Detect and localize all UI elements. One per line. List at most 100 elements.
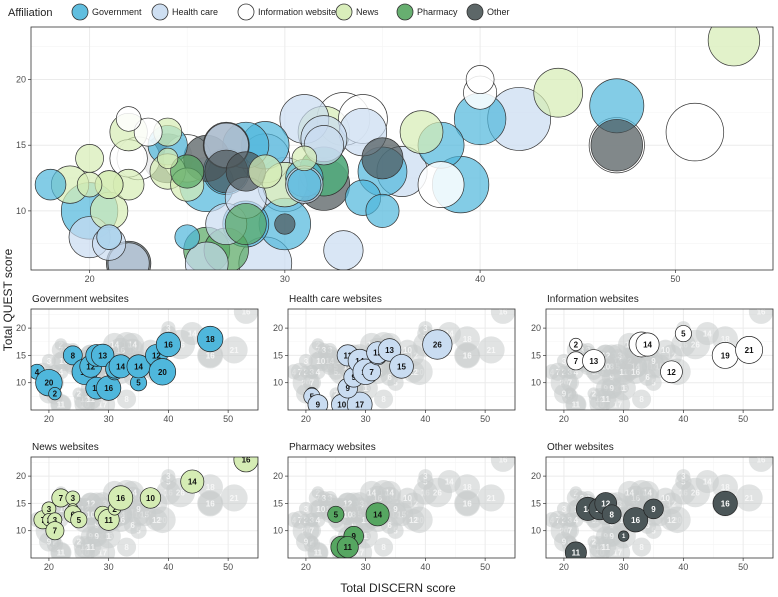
background-bubble-label: 16: [757, 456, 766, 465]
legend: Affiliation Government Health care Informat…: [8, 3, 510, 21]
highlight-bubble-label: 8: [71, 351, 76, 360]
background-bubble-label: 8: [639, 543, 644, 552]
main-bubble-information-website: [465, 65, 495, 94]
background-bubble: [455, 491, 480, 516]
background-bubble-label: 17: [613, 401, 622, 410]
background-bubble: [632, 389, 652, 409]
background-bubble: [638, 368, 657, 386]
background-bubble-label: 4: [574, 368, 579, 377]
highlight-bubble: [233, 457, 258, 473]
background-bubble-label: 18: [206, 483, 215, 492]
small-multiples: Government websites203040501015204202818…: [16, 294, 774, 572]
panel-border: [545, 308, 774, 411]
background-bubble-label: 14: [128, 340, 137, 349]
background-bubble-label: 12: [409, 516, 418, 525]
y-tick-label: 15: [16, 498, 26, 508]
highlight-bubbles: 271317141251921: [566, 325, 763, 384]
background-bubble-label: 12: [152, 516, 161, 525]
highlight-bubble: [623, 507, 649, 533]
legend-label-4: Pharmacy: [417, 7, 458, 17]
background-bubble-label: 10: [403, 346, 412, 355]
background-bubble: [490, 309, 515, 324]
main-bubble-pharmacy: [224, 203, 267, 245]
x-tick-label: 50: [738, 414, 748, 424]
background-bubble-label: 1: [363, 384, 368, 393]
main-bubble-news: [291, 145, 318, 172]
highlight-bubble-label: 9: [346, 384, 351, 393]
background-bubble-label: 11: [57, 549, 66, 558]
background-bubble-label: 18: [463, 483, 472, 492]
background-bubble-label: 4: [574, 516, 579, 525]
background-bubble: [587, 387, 601, 400]
background-bubble-label: 16: [463, 499, 472, 508]
main-bubble-news: [707, 27, 761, 67]
highlight-bubble-label: 2: [53, 390, 58, 399]
highlight-bubble: [422, 329, 453, 360]
y-tick-label: 15: [531, 498, 541, 508]
background-bubble-label: 8: [124, 395, 129, 404]
highlight-bubble-label: 5: [334, 510, 339, 519]
background-bubble-label: 26: [433, 488, 442, 497]
background-bubble-label: 2: [77, 538, 82, 547]
y-axis-title: Total QUEST score: [1, 248, 15, 351]
background-bubble: [117, 537, 137, 557]
background-bubble: [360, 382, 371, 394]
highlight-bubble-label: 1: [622, 534, 626, 540]
main-bubble-information-website: [115, 106, 142, 132]
background-bubble-label: 12: [601, 351, 610, 360]
background-bubble: [310, 512, 326, 528]
background-bubble-label: 16: [499, 308, 508, 317]
y-tick-label: 10: [531, 378, 541, 388]
background-bubble-label: 4: [316, 368, 321, 377]
background-bubble-label: 11: [87, 543, 96, 552]
highlight-bubble-label: 12: [601, 499, 610, 508]
x-tick-label: 20: [44, 414, 54, 424]
background-bubble-label: 9: [351, 521, 356, 530]
panel-border: [30, 308, 259, 411]
highlight-bubble-label: 14: [373, 510, 382, 519]
legend-label-2: Information website: [258, 7, 336, 17]
x-tick-label: 40: [678, 562, 688, 572]
highlight-bubble: [365, 502, 390, 527]
highlight-bubble-label: 14: [188, 478, 197, 487]
background-bubble: [198, 491, 223, 516]
y-tick-label: 15: [273, 498, 283, 508]
y-tick-label: 20: [16, 471, 26, 481]
panel-border: [545, 456, 774, 559]
main-bubbles: [34, 27, 761, 270]
highlight-bubble-label: 9: [351, 532, 356, 541]
main-bubble-news: [533, 67, 584, 118]
background-bubble-label: 14: [703, 478, 712, 487]
x-tick-label: 40: [420, 562, 430, 572]
background-bubble: [735, 484, 763, 512]
x-tick-label: 40: [163, 562, 173, 572]
background-bubble: [477, 336, 505, 364]
main-bubble-news: [76, 171, 103, 198]
background-bubble-label: 6: [130, 521, 135, 530]
x-tick-label: 20: [44, 562, 54, 572]
highlight-bubble: [197, 325, 224, 353]
highlight-bubble-label: 3: [47, 505, 52, 514]
y-tick-label: 20: [531, 471, 541, 481]
background-bubble: [695, 469, 719, 494]
highlight-bubble-label: 12: [373, 349, 382, 358]
background-bubble: [337, 504, 359, 525]
y-tick-label: 10: [16, 206, 26, 216]
main-bubble-other: [274, 213, 296, 235]
background-bubble-label: 3: [562, 357, 567, 366]
background-bubble: [41, 353, 56, 368]
background-bubble-label: 14: [110, 340, 119, 349]
background-bubble-label: 14: [385, 488, 394, 497]
x-tick-label: 30: [619, 562, 629, 572]
highlight-bubble: [139, 487, 162, 509]
highlight-bubble-label: 18: [206, 335, 215, 344]
background-bubble-label: 6: [387, 521, 392, 530]
main-bubble-news: [75, 143, 104, 173]
background-bubble-label: 3: [423, 472, 428, 481]
background-bubble: [402, 508, 425, 531]
background-bubble: [554, 383, 574, 404]
background-bubble: [374, 537, 394, 557]
background-bubble-label: 11: [87, 395, 96, 404]
background-bubble-label: 26: [691, 340, 700, 349]
background-bubble-label: 2: [77, 390, 82, 399]
